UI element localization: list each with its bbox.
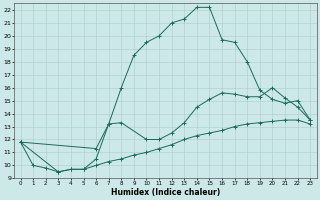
X-axis label: Humidex (Indice chaleur): Humidex (Indice chaleur) (111, 188, 220, 197)
